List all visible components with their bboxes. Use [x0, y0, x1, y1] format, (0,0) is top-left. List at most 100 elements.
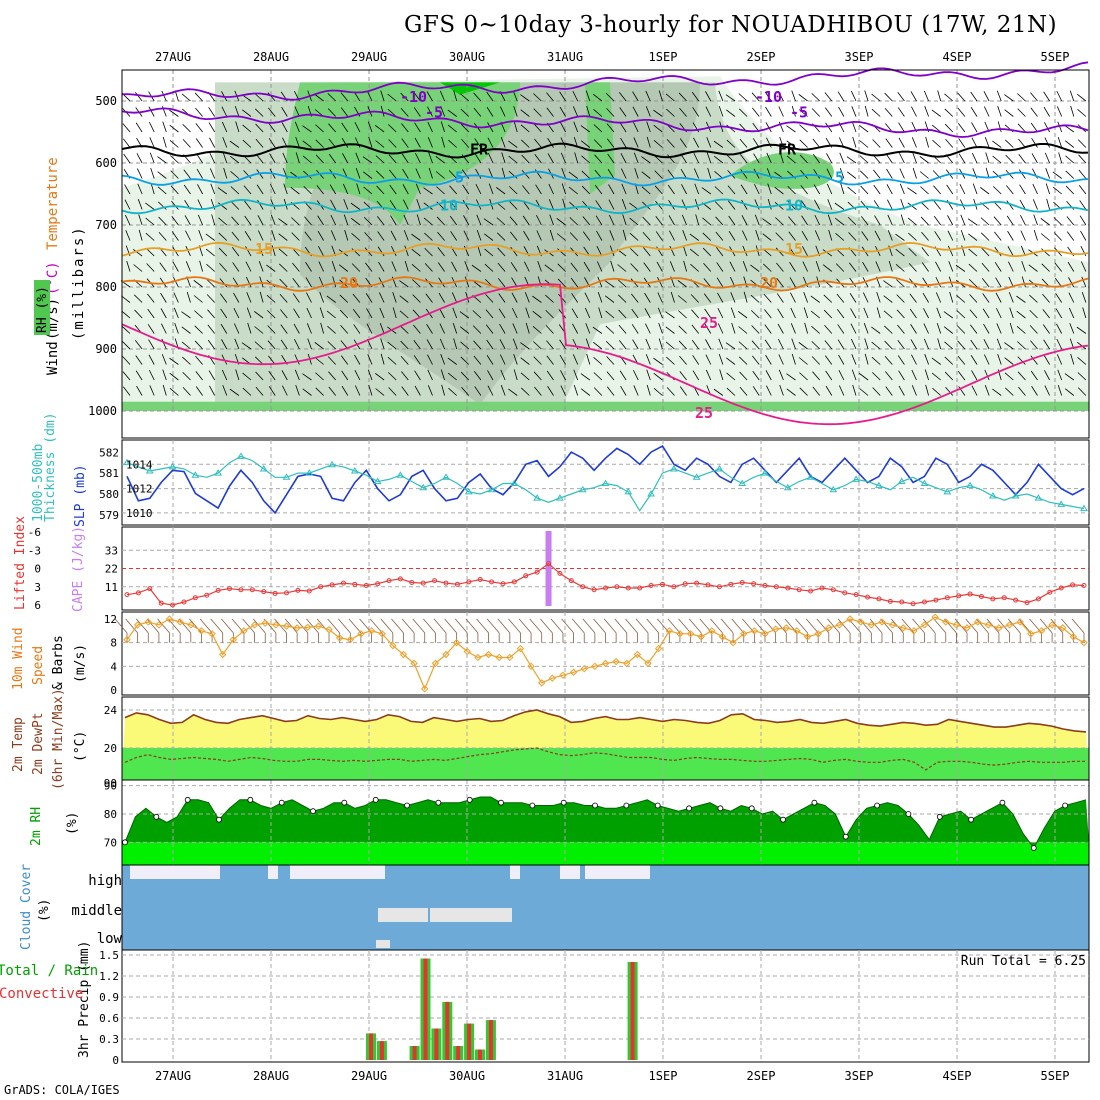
wind-barb [788, 231, 796, 241]
wind-barb [148, 354, 155, 365]
wind-barb [726, 357, 736, 365]
wind-barb [359, 618, 372, 634]
wind-barb [404, 260, 409, 272]
wind-barb [606, 386, 615, 396]
wind-barb [822, 264, 833, 272]
wind-barb [315, 154, 324, 164]
wind-barb [852, 136, 857, 148]
wind-barb [521, 387, 530, 396]
wind-barb [896, 294, 905, 303]
wind-barb [967, 218, 978, 226]
rh-legend-swatch [34, 280, 50, 335]
wind-barb [148, 106, 155, 117]
lifted-index-marker [454, 581, 460, 587]
lifted-index-marker [603, 585, 608, 591]
wind-barb [897, 339, 905, 350]
wind-barb [981, 262, 990, 272]
lifted-index-marker [1058, 585, 1064, 591]
wind-speed-marker [782, 624, 790, 632]
wind-barb [280, 309, 288, 319]
wind-speed-marker [644, 659, 652, 668]
wind-barb [366, 308, 373, 319]
wind-barb [377, 246, 385, 257]
wind-barb [1068, 277, 1075, 288]
wind-barb [997, 353, 1002, 365]
wind-barb [629, 232, 639, 241]
isotherm-label: FR [778, 141, 797, 159]
cloud-gap-middle [500, 908, 512, 922]
ylabel-temp-part: 2m Temp [11, 717, 26, 772]
wind-barb [283, 183, 288, 195]
wind-barb [339, 294, 349, 303]
wind-barb [513, 105, 518, 117]
wind-barb [741, 199, 748, 210]
wind-barb [147, 293, 155, 303]
wind-barb [789, 262, 796, 272]
wind-barb [814, 230, 821, 241]
wind-barb [703, 262, 712, 272]
wind-barb [728, 231, 736, 241]
wind-barb [351, 233, 361, 241]
thickness-marker [487, 485, 496, 493]
wind-barb [341, 137, 349, 148]
wind-barb [1071, 618, 1085, 634]
wind-barb [725, 94, 736, 102]
isotherm-label: 25 [695, 404, 713, 422]
wind-barb [235, 121, 240, 133]
wind-barb [258, 230, 264, 241]
lifted-index-marker [819, 585, 825, 591]
wind-barb [169, 124, 179, 133]
wind-barb [1042, 293, 1050, 303]
wind-barb [280, 324, 288, 334]
wind-barb [1019, 199, 1026, 210]
wind-barb [290, 186, 300, 195]
wind-barb [715, 231, 724, 241]
wind-barb [814, 214, 821, 226]
wind-barb [716, 262, 724, 272]
wind-barb [618, 324, 627, 334]
wind-barb [178, 618, 192, 634]
wind-barb [121, 310, 131, 319]
wind-barb [135, 370, 143, 381]
wind-barb [764, 324, 772, 334]
wind-barb [208, 122, 216, 133]
wind-barb [231, 231, 240, 241]
wind-barb [524, 261, 530, 272]
wind-barb [970, 107, 978, 117]
wind-barb [975, 618, 989, 634]
wind-barb [302, 125, 312, 133]
wind-barb [679, 371, 687, 381]
wind-barb [692, 107, 700, 117]
wind-barb [303, 170, 312, 179]
ylabel-precip: 3hr Precip (mm) [77, 941, 92, 1058]
wind-barb [957, 370, 966, 381]
wind-barb [763, 293, 772, 303]
ylabel-cape: CAPE (J/kg) [71, 526, 86, 612]
wind-barb [317, 230, 324, 241]
wind-barb [800, 185, 808, 195]
wind-barb [463, 245, 470, 257]
wind-barb [145, 217, 155, 226]
wind-barb [980, 232, 990, 241]
wind-barb [560, 385, 566, 396]
wind-barb [786, 373, 796, 381]
lifted-index-marker [238, 587, 244, 593]
wind-barb [270, 199, 276, 210]
y-tick-label: 800 [95, 280, 117, 294]
wind-speed-marker [995, 624, 1003, 632]
lifted-index-marker [261, 589, 267, 595]
wind-barb [447, 109, 457, 117]
ylabel-thickness-layer: 1000-500mb [31, 444, 46, 522]
wind-barb [387, 341, 397, 350]
wind-barb [911, 137, 917, 148]
wind-speed-marker [814, 630, 822, 638]
wind-barb [645, 354, 651, 365]
wind-barb [643, 247, 651, 257]
wind-barb [124, 214, 131, 226]
wind-barb [199, 618, 213, 634]
lifted-index-marker [865, 594, 871, 600]
wind-barb [739, 138, 748, 148]
wind-barb [982, 308, 990, 319]
wind-barb [707, 167, 712, 179]
wind-barb [642, 231, 651, 241]
